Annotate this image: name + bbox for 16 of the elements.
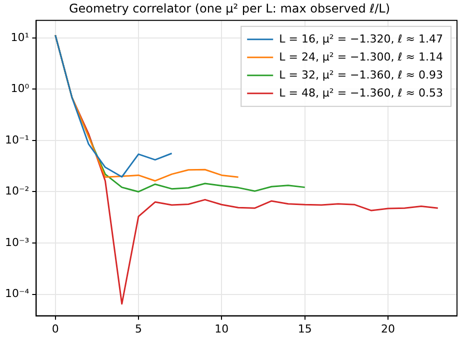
y-tick-label: 10⁰ xyxy=(10,82,30,96)
y-tick-label: 10⁻⁴ xyxy=(4,287,30,300)
legend-label: L = 16, μ² = −1.320, ℓ ≈ 1.47 xyxy=(279,32,444,46)
chart-title: Geometry correlator (one μ² per L: max observed ℓ/L) xyxy=(69,1,390,16)
x-tick-label: 0 xyxy=(52,322,59,336)
legend-label: L = 48, μ² = −1.360, ℓ ≈ 0.53 xyxy=(279,86,444,100)
legend-label: L = 32, μ² = −1.360, ℓ ≈ 0.93 xyxy=(279,68,444,82)
x-tick-label: 15 xyxy=(298,322,312,336)
y-tick-label: 10⁻² xyxy=(4,184,30,198)
legend-label: L = 24, μ² = −1.300, ℓ ≈ 1.14 xyxy=(279,50,444,64)
x-tick-label: 10 xyxy=(214,322,229,336)
x-tick-label: 20 xyxy=(380,322,395,336)
y-tick-label: 10⁻³ xyxy=(4,236,30,249)
y-tick-label: 10¹ xyxy=(10,30,30,44)
x-tick-label: 5 xyxy=(135,322,142,336)
y-tick-label: 10⁻¹ xyxy=(4,133,30,146)
